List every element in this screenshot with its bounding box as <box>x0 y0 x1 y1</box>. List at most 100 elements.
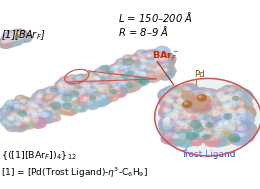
Circle shape <box>216 112 236 126</box>
Circle shape <box>0 114 8 122</box>
Circle shape <box>160 53 177 65</box>
Circle shape <box>25 110 29 114</box>
Circle shape <box>46 99 59 109</box>
Circle shape <box>12 120 24 129</box>
Circle shape <box>35 100 41 104</box>
Circle shape <box>134 49 151 62</box>
Circle shape <box>177 93 186 99</box>
Circle shape <box>233 105 256 121</box>
Circle shape <box>47 104 59 113</box>
Circle shape <box>51 100 57 104</box>
Circle shape <box>3 36 9 40</box>
Circle shape <box>181 94 192 101</box>
Circle shape <box>101 71 108 76</box>
Circle shape <box>87 76 93 81</box>
Circle shape <box>93 76 106 86</box>
Circle shape <box>174 119 179 123</box>
Circle shape <box>178 99 198 113</box>
Circle shape <box>162 54 173 62</box>
Circle shape <box>94 69 112 82</box>
Circle shape <box>28 100 46 114</box>
Circle shape <box>79 86 90 94</box>
Circle shape <box>112 83 116 86</box>
Circle shape <box>214 122 223 128</box>
Circle shape <box>231 109 244 118</box>
Circle shape <box>198 123 210 131</box>
Circle shape <box>0 37 11 46</box>
Circle shape <box>4 34 18 45</box>
Circle shape <box>170 112 187 125</box>
Circle shape <box>167 121 176 127</box>
Circle shape <box>8 34 20 42</box>
Circle shape <box>153 66 167 76</box>
Circle shape <box>17 31 22 35</box>
Circle shape <box>201 106 220 120</box>
Circle shape <box>94 87 100 91</box>
Circle shape <box>139 63 150 70</box>
Circle shape <box>165 106 190 123</box>
Circle shape <box>7 111 23 123</box>
Circle shape <box>66 74 79 84</box>
Text: [1] = [Pd(Trost Ligand)-$\eta^3$-C$_6$H$_9$]: [1] = [Pd(Trost Ligand)-$\eta^3$-C$_6$H$… <box>1 166 148 180</box>
Circle shape <box>97 86 102 90</box>
Circle shape <box>169 111 183 121</box>
Circle shape <box>120 80 136 91</box>
Circle shape <box>56 79 68 88</box>
Circle shape <box>17 123 21 126</box>
Circle shape <box>138 69 151 79</box>
Circle shape <box>0 115 3 118</box>
Circle shape <box>228 114 235 120</box>
Circle shape <box>192 112 204 121</box>
Circle shape <box>80 82 86 86</box>
Circle shape <box>173 89 182 95</box>
Circle shape <box>14 110 33 124</box>
Circle shape <box>124 68 140 80</box>
Circle shape <box>151 49 164 59</box>
Circle shape <box>16 39 20 41</box>
Circle shape <box>1 34 14 43</box>
Circle shape <box>0 112 1 115</box>
Circle shape <box>133 68 151 81</box>
Circle shape <box>223 103 227 107</box>
Circle shape <box>84 78 95 87</box>
Circle shape <box>181 111 186 115</box>
Circle shape <box>165 131 171 136</box>
Circle shape <box>162 64 165 66</box>
Circle shape <box>32 110 37 114</box>
Circle shape <box>25 108 32 114</box>
Circle shape <box>226 93 233 98</box>
Circle shape <box>111 67 126 77</box>
Circle shape <box>200 91 223 108</box>
Circle shape <box>176 90 191 102</box>
Circle shape <box>5 122 10 125</box>
Circle shape <box>198 95 202 98</box>
Circle shape <box>137 51 144 56</box>
Circle shape <box>114 63 131 75</box>
Circle shape <box>106 78 125 92</box>
Circle shape <box>168 88 185 100</box>
Circle shape <box>140 63 153 72</box>
Circle shape <box>201 97 210 104</box>
Circle shape <box>84 74 100 86</box>
Circle shape <box>164 63 168 67</box>
Circle shape <box>102 71 116 81</box>
Circle shape <box>128 64 132 67</box>
Circle shape <box>236 120 241 124</box>
Circle shape <box>212 111 220 117</box>
Circle shape <box>67 91 73 95</box>
Circle shape <box>159 121 182 137</box>
Circle shape <box>66 94 84 108</box>
Circle shape <box>191 102 205 112</box>
Circle shape <box>137 55 144 60</box>
Circle shape <box>172 110 180 116</box>
Circle shape <box>46 87 56 94</box>
Circle shape <box>213 110 221 116</box>
Circle shape <box>216 105 222 110</box>
Circle shape <box>125 69 128 72</box>
Circle shape <box>163 124 171 130</box>
Circle shape <box>31 111 49 124</box>
Circle shape <box>121 78 125 81</box>
Circle shape <box>205 94 211 98</box>
Circle shape <box>172 118 185 127</box>
Circle shape <box>161 61 175 71</box>
